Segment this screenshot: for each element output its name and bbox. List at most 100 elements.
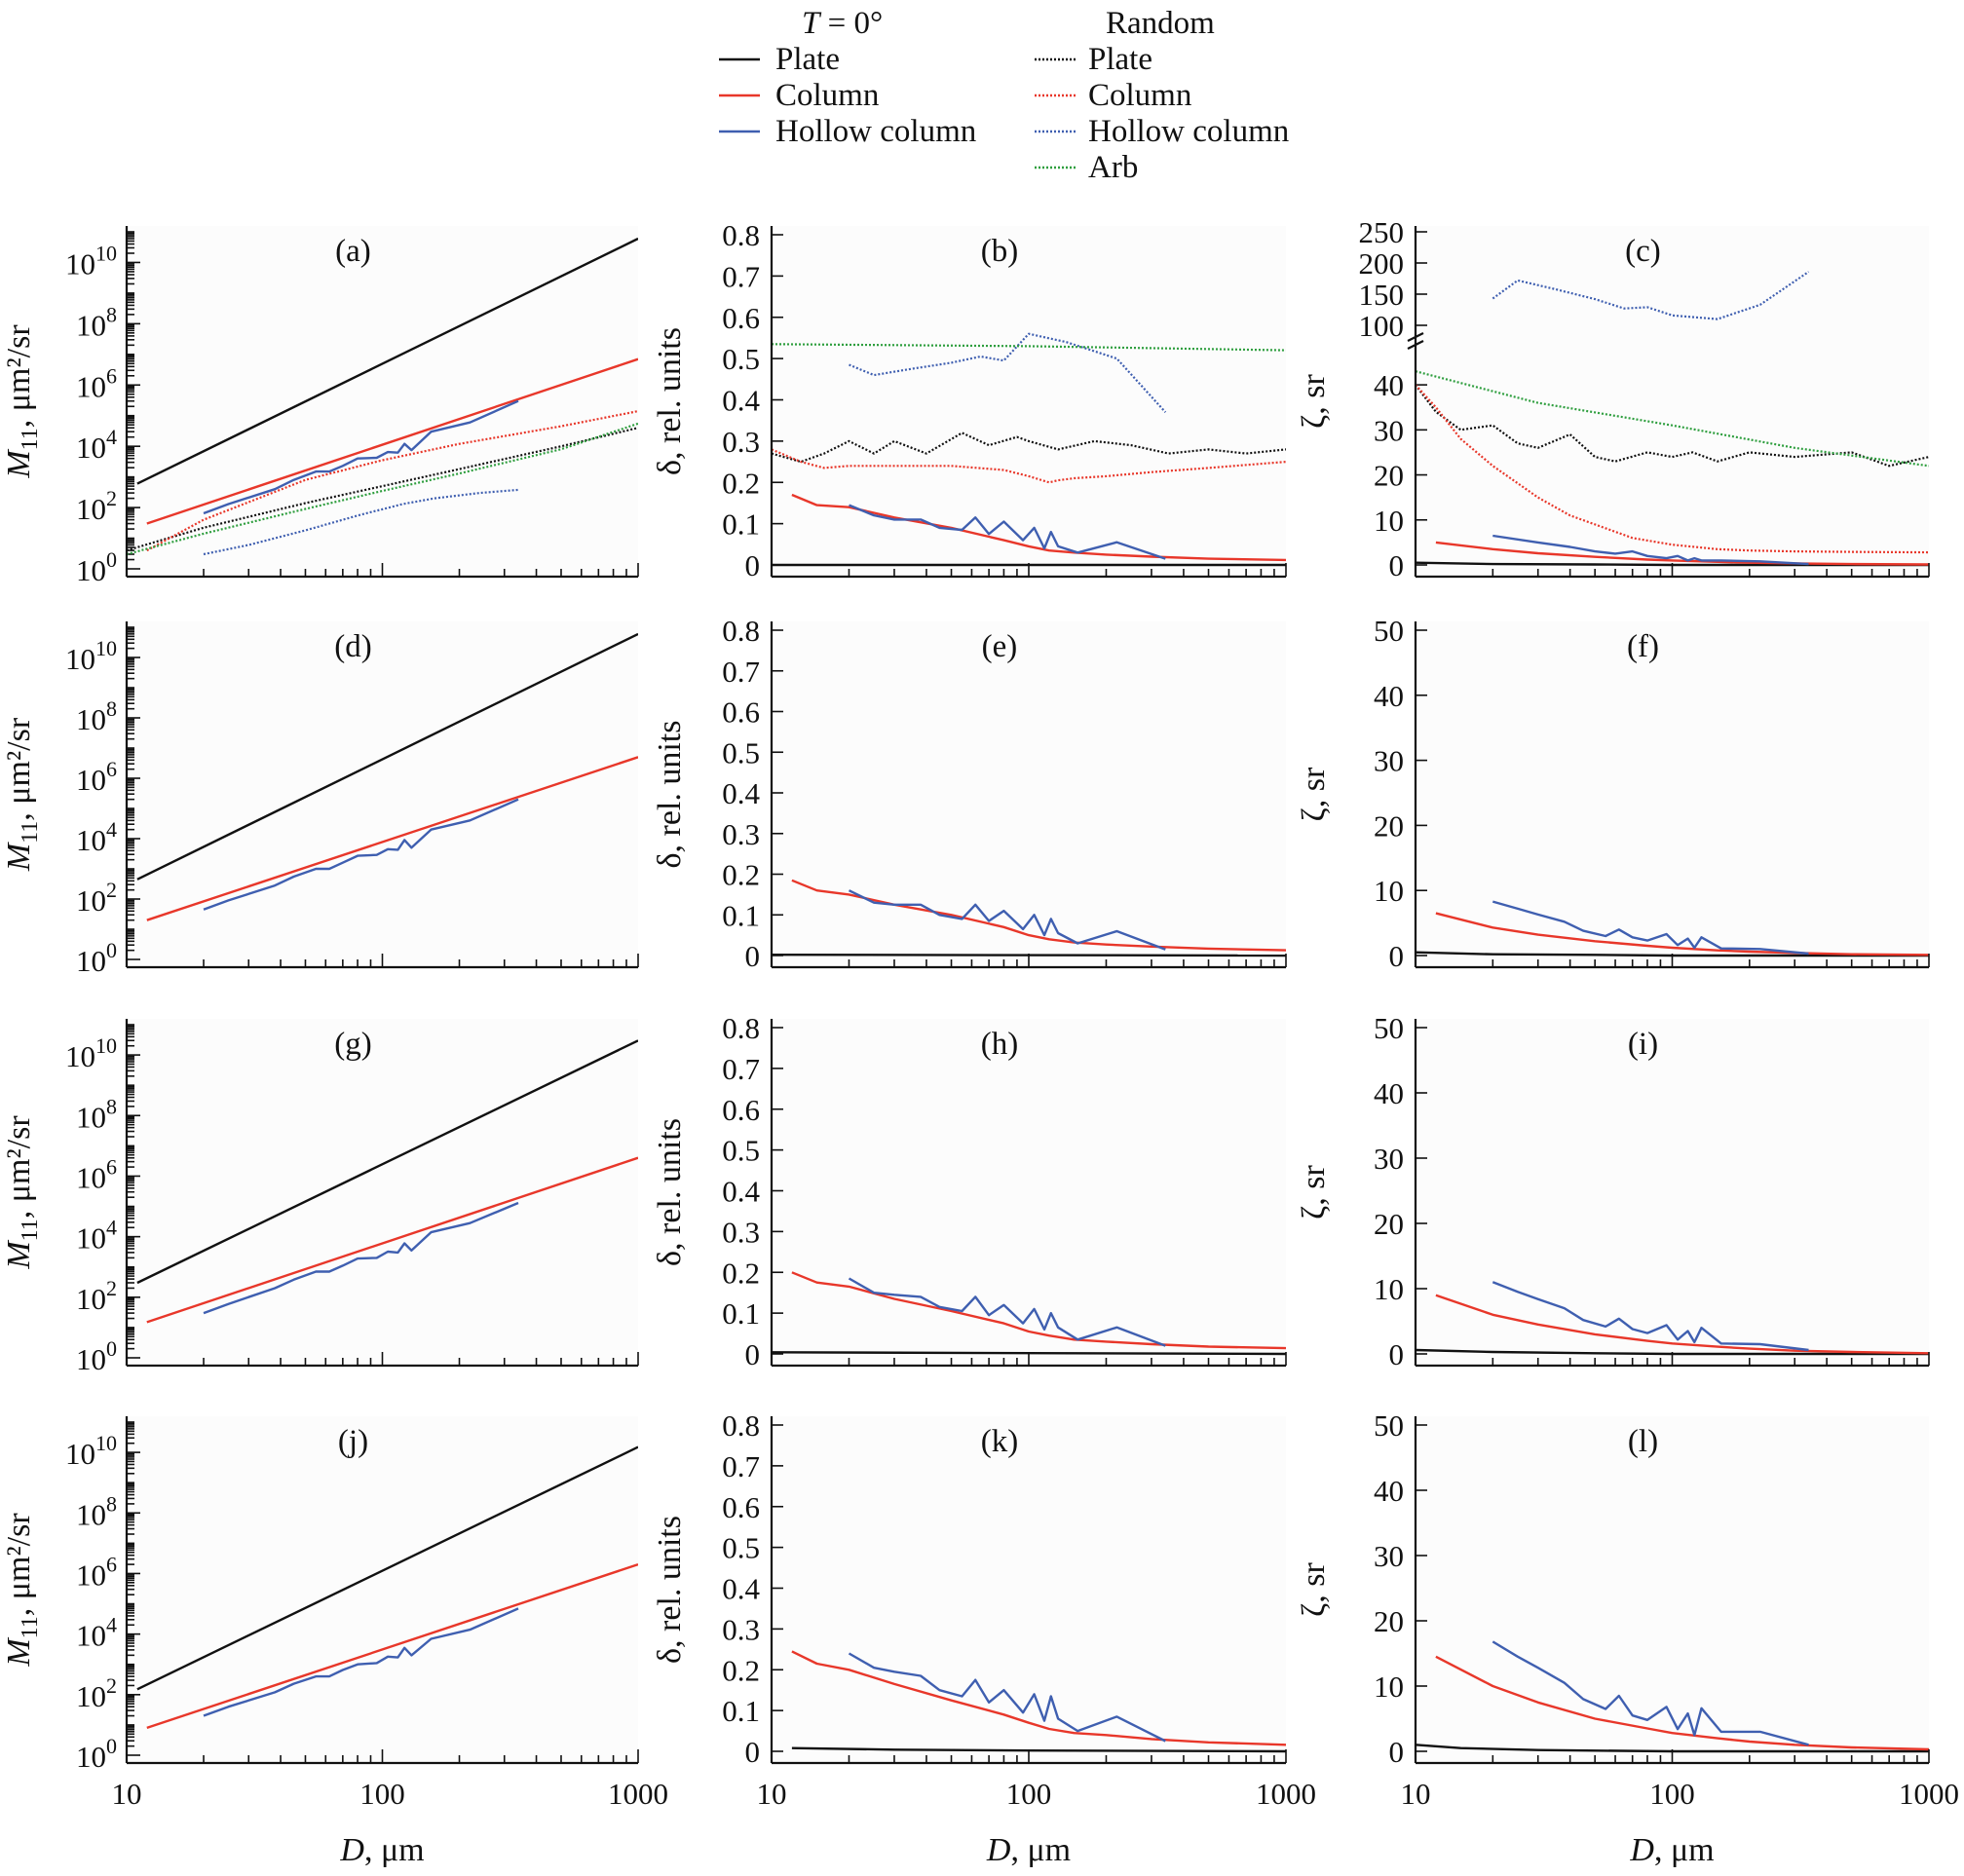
x-unit: , μm (1654, 1832, 1715, 1868)
series-column-t-0 (791, 1650, 1286, 1746)
y-tick-label: 50 (1374, 1011, 1404, 1045)
y-axis-title: ζ, sr (1296, 767, 1332, 821)
y-tick-label: 0.3 (722, 1215, 760, 1249)
series-plate-t-0 (136, 237, 638, 485)
m11-unit: , μm²/sr (1, 324, 37, 429)
y-tick-label-8: 108 (76, 1094, 117, 1134)
panel-label: (k) (981, 1424, 1018, 1459)
legend-label-random-hollow-column: Hollow column (1088, 114, 1289, 149)
series-group (1416, 1281, 1929, 1356)
y-tick-label-6: 106 (76, 757, 117, 797)
x-var: D (1629, 1832, 1654, 1868)
series-hollow-column-t-0 (849, 504, 1166, 560)
panel-label: (l) (1628, 1424, 1658, 1459)
x-unit: , μm (364, 1832, 425, 1868)
series-group (1416, 1640, 1929, 1753)
y-tick-label: 200 (1359, 246, 1405, 281)
y-tick-label: 10 (1374, 1670, 1404, 1704)
y-tick-label-6: 106 (76, 363, 117, 403)
plot-area (772, 226, 1286, 577)
y-tick-label: 0.7 (722, 259, 760, 293)
y-tick-label: 50 (1374, 1408, 1404, 1443)
series-plate-random (1416, 384, 1929, 468)
series-column-t-0 (146, 1156, 638, 1324)
y-tick-label: 10 (1374, 504, 1404, 538)
legend-header-fixed-symbol: T (802, 6, 822, 41)
legend-label-random-arb: Arb (1088, 150, 1138, 185)
m11-var: M (1, 1637, 37, 1668)
series-column-t-0 (791, 1271, 1286, 1350)
series-hollow-column-random (203, 488, 519, 556)
y-tick-label: 0.6 (722, 1490, 760, 1524)
series-hollow-column-t-0 (203, 1607, 519, 1717)
panel-label: (d) (334, 629, 371, 664)
legend-label-random-plate: Plate (1088, 42, 1152, 77)
x-axis-title-1: D, μm (339, 1832, 424, 1868)
y-tick-label: 0 (1389, 548, 1405, 582)
series-group (1416, 271, 1929, 567)
y-axis-title: M11, μm²/sr (1, 1115, 43, 1270)
y-tick-label: 0.4 (722, 384, 760, 418)
y-tick-label-10: 1010 (65, 636, 117, 676)
x-axis-title-3: D, μm (1629, 1832, 1714, 1868)
y-tick-label: 100 (1359, 309, 1405, 343)
y-tick-label: 0 (745, 939, 761, 973)
y-tick-label: 20 (1374, 1604, 1404, 1638)
panel-a: 100 102 104 106 108 1010 (a) M11, μm²/sr (1, 226, 639, 587)
m11-unit: , μm²/sr (1, 1513, 37, 1617)
x-tick-label-1000: 1000 (608, 1777, 668, 1811)
panel-label: (b) (981, 234, 1018, 269)
y-tick-label-4: 104 (76, 1216, 117, 1256)
series-plate-t-0 (1416, 561, 1929, 567)
y-tick-label: 0.5 (722, 342, 760, 376)
series-column-t-0 (146, 756, 638, 921)
panel-label: (g) (334, 1027, 371, 1062)
y-tick-label: 0 (745, 1337, 761, 1371)
plot-area (1416, 1019, 1929, 1366)
series-group (136, 1039, 638, 1324)
legend-header-fixed: T = 0° (802, 6, 883, 41)
series-column-t-0 (1435, 1655, 1929, 1751)
y-axis-title: δ, rel. units (652, 1118, 688, 1266)
y-tick-label: 30 (1374, 413, 1404, 447)
panel-b: 0 0.1 0.2 0.3 0.4 0.5 0.6 0.7 0.8 (b) δ, rel. unit… (652, 218, 1287, 582)
y-tick-label: 0.4 (722, 1572, 760, 1606)
y-axis-title: δ, rel. units (652, 1516, 688, 1664)
legend-label-random-column: Column (1088, 78, 1191, 113)
y-axis-title: ζ, sr (1296, 374, 1332, 429)
y-tick-label: 0.6 (722, 301, 760, 335)
series-hollow-column-t-0 (203, 798, 519, 911)
x-tick-label-10: 10 (1401, 1777, 1431, 1811)
legend-header-random: Random (1106, 6, 1215, 41)
y-tick-label: 30 (1374, 1539, 1404, 1573)
y-tick-label: 0.4 (722, 1175, 760, 1209)
y-tick-label: 0.2 (722, 858, 760, 892)
legend-label-fixed-plate: Plate (775, 42, 840, 77)
series-hollow-column-t-0 (848, 889, 1166, 951)
m11-sub: 11 (18, 428, 43, 450)
plot-area (772, 1416, 1286, 1763)
series-column-t-0 (1435, 541, 1929, 566)
panel-label: (c) (1625, 234, 1661, 269)
y-tick-label-8: 108 (76, 1491, 117, 1531)
series-hollow-column-t-0 (1492, 534, 1809, 566)
y-tick-label: 0.8 (722, 1408, 760, 1443)
x-unit: , μm (1010, 1832, 1071, 1868)
y-tick-label-2: 102 (76, 1276, 117, 1316)
y-tick-label: 0 (1389, 1337, 1405, 1371)
y-tick-label: 10 (1374, 874, 1404, 908)
panel-f: 0 10 20 30 40 50 (f) ζ, sr (1296, 614, 1930, 973)
plot-area (1416, 1416, 1929, 1763)
series-group (127, 237, 638, 556)
y-tick-label: 150 (1359, 278, 1405, 312)
y-tick-label: 50 (1374, 614, 1404, 648)
x-tick-label-100: 100 (1006, 1777, 1052, 1811)
series-column-t-0 (791, 879, 1286, 952)
panel-k: 0 0.1 0.2 0.3 0.4 0.5 0.6 0.7 0.8 10 100 1000 (k) δ, … (652, 1408, 1316, 1811)
